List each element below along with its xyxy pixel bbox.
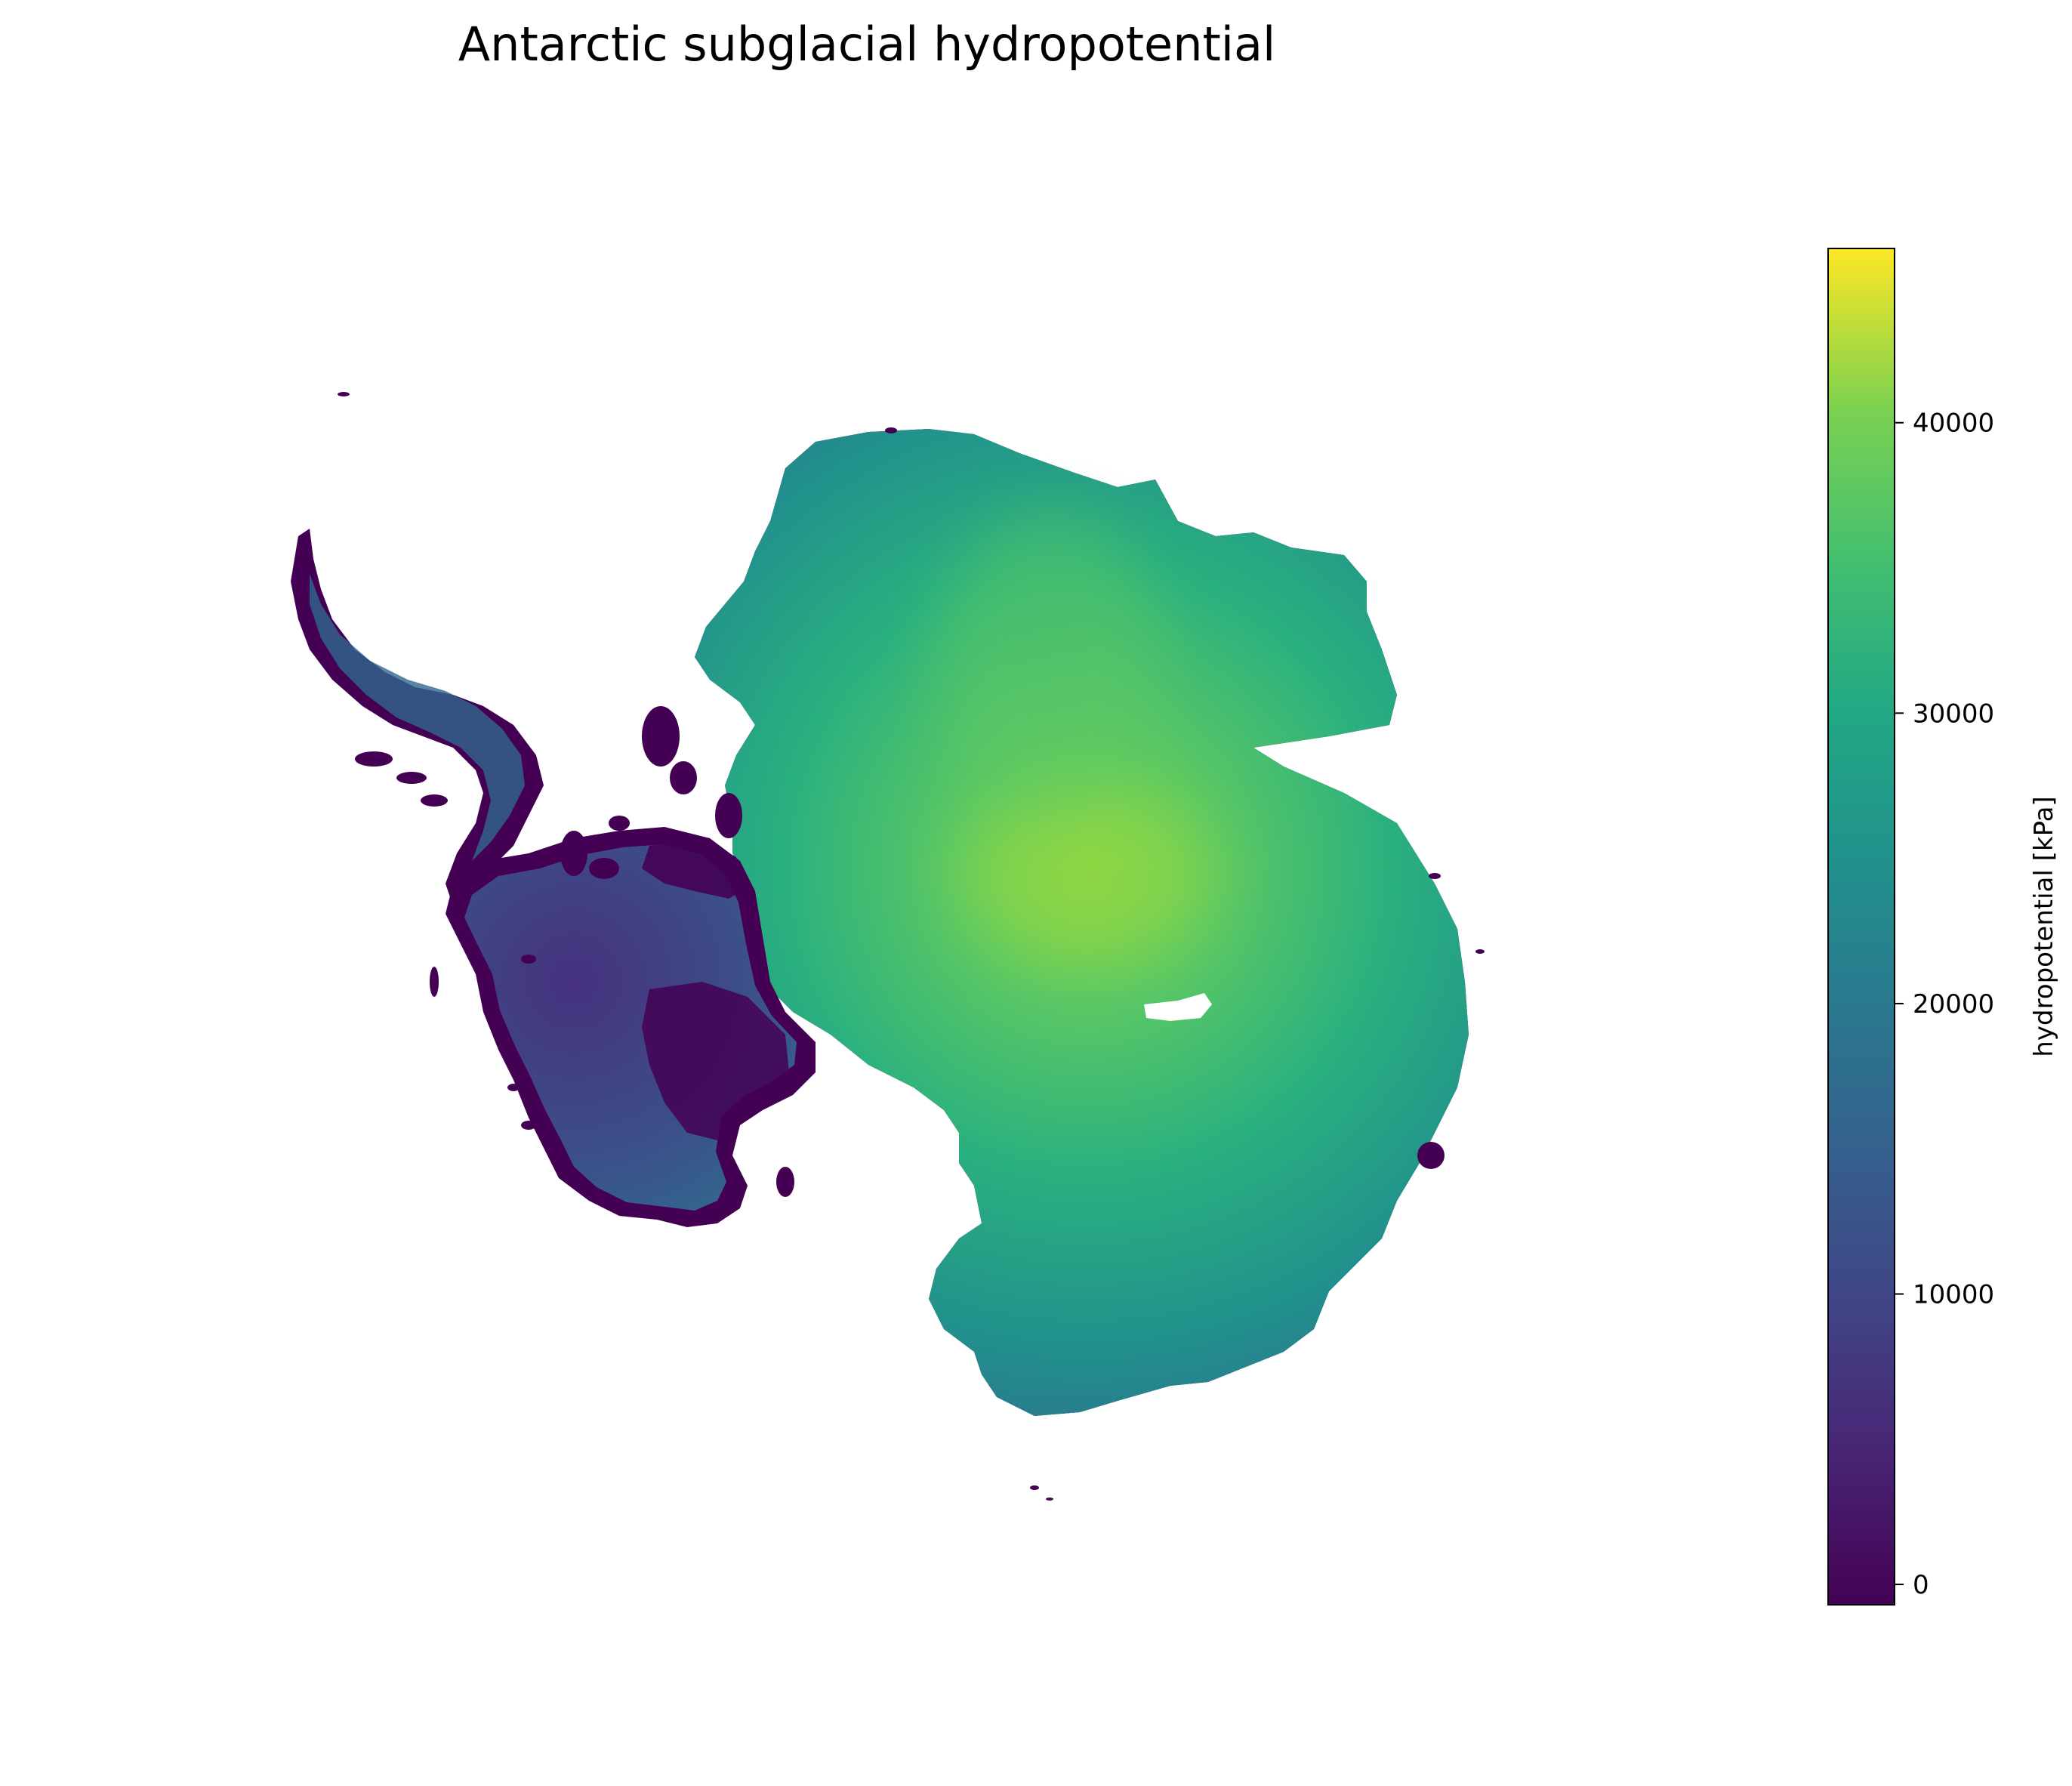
ice-shelf-dark — [642, 838, 748, 899]
colorbar: 0 10000 20000 30000 40000 hydropotential [kP… — [1827, 248, 2059, 1606]
colorbar-tick-label: 10000 — [1913, 1279, 1994, 1309]
west-antarctica — [446, 827, 816, 1227]
dome-high — [959, 793, 1216, 959]
west-basin-dark — [642, 982, 789, 1140]
colorbar-ticks: 0 10000 20000 30000 40000 — [1895, 409, 1994, 1600]
east-antarctica-ice-sheet — [695, 429, 1469, 1416]
colorbar-tick-label: 30000 — [1913, 699, 1994, 729]
colorbar-label: hydropotential [kPa] — [2029, 796, 2059, 1056]
figure-title: Antarctic subglacial hydropotential — [458, 17, 1276, 72]
island-a — [642, 706, 680, 767]
antarctic-peninsula — [291, 392, 1485, 1501]
colorbar-tick-label: 20000 — [1913, 989, 1994, 1019]
colorbar-tick-label: 0 — [1913, 1570, 1929, 1600]
no-data-patch — [1144, 993, 1212, 1021]
colorbar-gradient — [1827, 248, 1895, 1606]
dome-ridge — [936, 514, 1163, 816]
colorbar-tick-label: 40000 — [1913, 409, 1994, 439]
